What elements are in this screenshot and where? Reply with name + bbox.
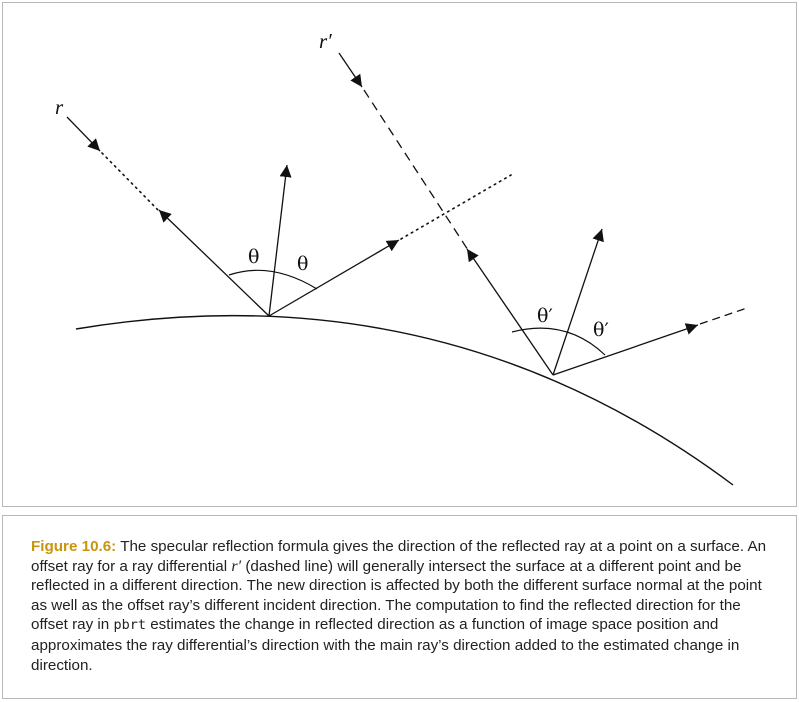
angle-arc-r-prime <box>511 327 606 356</box>
label-theta-right: θ <box>297 253 308 275</box>
figure-caption: Figure 10.6: The specular reflection for… <box>31 537 781 675</box>
ray-r-incoming <box>66 116 101 152</box>
reflected-ray-r-prime <box>552 323 699 376</box>
ray-r-prime-dashed-continuation <box>363 89 469 251</box>
ray-r-reverse-direction <box>158 209 270 317</box>
angle-arc-r <box>228 269 318 290</box>
reflected-ray-r <box>268 239 400 317</box>
label-theta-left: θ <box>248 246 259 268</box>
label-theta-prime-right: θ′ <box>593 319 609 341</box>
caption-text-part-3: estimates the change in reflected direct… <box>31 616 740 674</box>
surface-curve <box>75 314 734 486</box>
label-theta-prime-left: θ′ <box>537 305 553 327</box>
normal-r-prime <box>552 228 604 376</box>
label-r-prime: r′ <box>319 29 332 53</box>
caption-panel: Figure 10.6: The specular reflection for… <box>2 515 797 699</box>
label-r: r <box>55 95 64 119</box>
caption-ray-symbol: r′ <box>231 557 242 575</box>
figure-number: Figure 10.6: <box>31 538 117 555</box>
ray-r-dotted-continuation <box>101 152 160 212</box>
reflected-ray-r-prime-dashed <box>699 307 748 325</box>
ray-r-prime-incoming <box>338 52 363 88</box>
caption-text-part-2: (dashed line) will generally intersect t… <box>31 557 762 634</box>
reflected-ray-r-dotted <box>400 174 512 240</box>
ray-r-prime-reverse-direction <box>466 248 554 376</box>
normal-r <box>268 164 292 317</box>
reflection-diagram: r r′ θ θ θ′ θ′ <box>55 29 748 486</box>
caption-text-part-1: The specular reflection formula gives th… <box>31 538 767 575</box>
figure-panel: r r′ θ θ θ′ θ′ <box>2 2 797 507</box>
caption-code-word: pbrt <box>113 617 146 634</box>
